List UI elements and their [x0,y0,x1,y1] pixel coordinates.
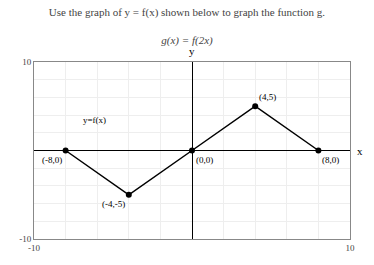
svg-text:Use the graph of y = f(x) show: Use the graph of y = f(x) shown below to… [49,6,326,19]
svg-text:y=f(x): y=f(x) [83,115,106,125]
svg-text:(-4,-5): (-4,-5) [102,199,125,209]
svg-text:10: 10 [346,243,356,253]
svg-text:x: x [357,145,363,157]
svg-text:(8,0): (8,0) [322,155,339,165]
svg-text:-10: -10 [28,243,40,253]
svg-text:(0,0): (0,0) [196,155,213,165]
svg-text:10: 10 [22,57,32,67]
svg-text:(-8,0): (-8,0) [42,155,62,165]
svg-text:-10: -10 [19,234,31,244]
svg-text:(4,5): (4,5) [259,92,276,102]
svg-text:g(x) = f(2x): g(x) = f(2x) [161,34,213,47]
svg-text:y: y [189,45,195,57]
